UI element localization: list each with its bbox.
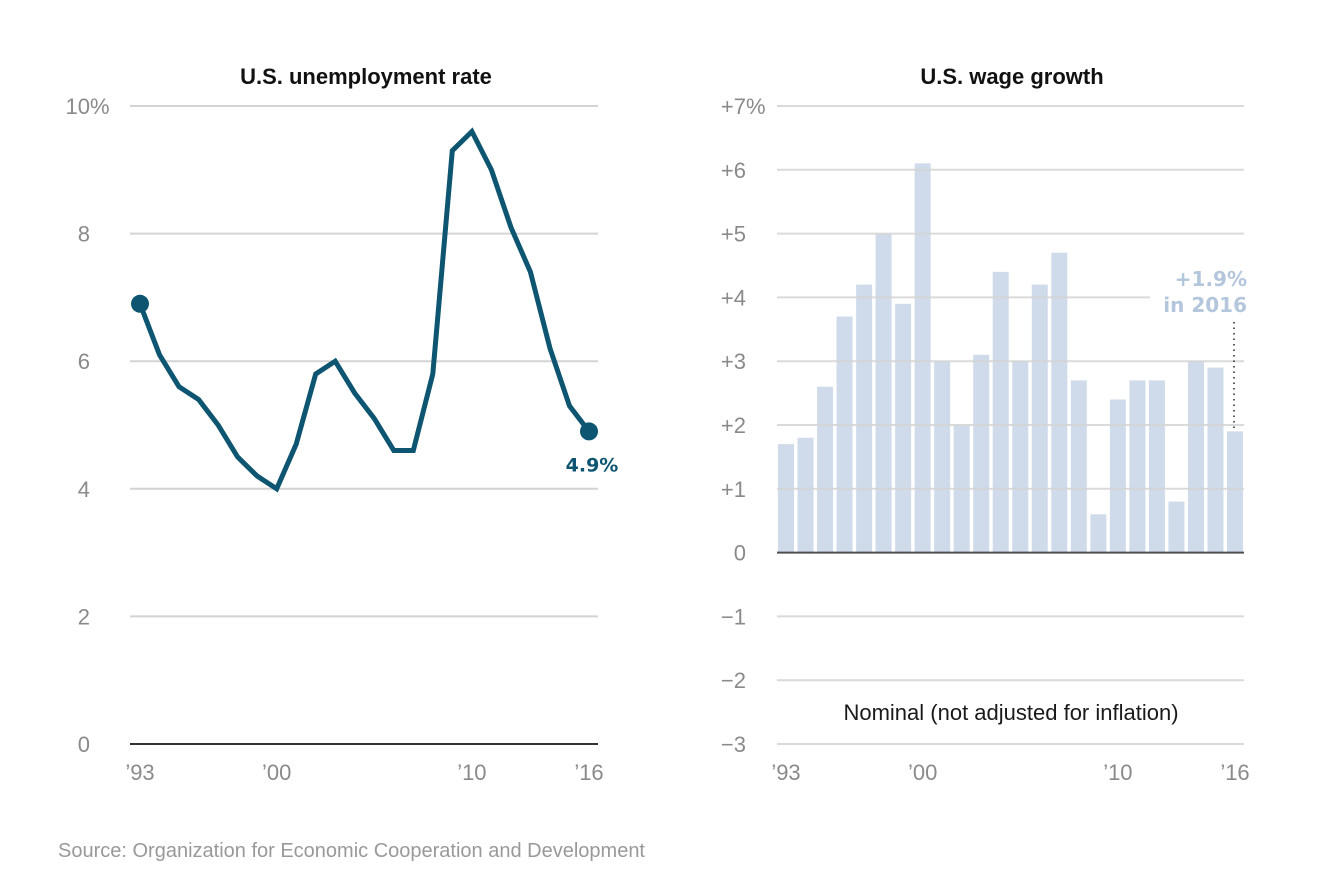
start-point-marker	[131, 294, 149, 313]
wage-bar	[1168, 501, 1185, 553]
wage-bar	[1051, 252, 1068, 553]
wage-bar	[934, 361, 951, 553]
wage-growth-bars	[778, 163, 1243, 553]
wage-bar	[973, 354, 990, 553]
y-tick-suffix: %	[746, 94, 766, 119]
annotation-value: +1.9%	[1175, 267, 1247, 291]
wage-bar	[1109, 399, 1126, 553]
y-tick-label: 4	[78, 477, 90, 502]
unemployment-chart: 10 % 8 6 4 2 0 ’93 ’00 ’10 ’16 U.S. unemployment …	[66, 64, 619, 785]
x-tick-label: ’16	[574, 760, 603, 785]
wage-growth-y-axis: +7 % +6 +5 +4 +3 +2 +1 0 −1 −2 −3	[721, 94, 766, 757]
wage-bar	[778, 444, 794, 553]
unemployment-line	[137, 127, 591, 493]
wage-bar	[875, 233, 892, 553]
wage-bar	[797, 437, 814, 553]
unemployment-x-axis: ’93 ’00 ’10 ’16	[125, 760, 603, 785]
end-point-marker	[580, 422, 598, 441]
unemployment-chart-title: U.S. unemployment rate	[240, 64, 492, 89]
wage-growth-annotation: +1.9%in 2016	[1150, 262, 1250, 429]
wage-bar	[817, 386, 834, 553]
x-tick-label: ’93	[125, 760, 154, 785]
x-tick-label: ’00	[908, 760, 937, 785]
x-tick-label: ’16	[1220, 760, 1249, 785]
y-tick-label: +4	[721, 285, 746, 310]
x-tick-label: ’10	[457, 760, 486, 785]
x-tick-label: ’93	[771, 760, 800, 785]
y-tick-label: +7	[721, 94, 746, 119]
y-tick-label: +6	[721, 158, 746, 183]
wage-bar	[1129, 380, 1146, 553]
wage-bar	[992, 271, 1009, 553]
wage-growth-gridlines	[777, 105, 1244, 745]
x-tick-label: ’10	[1103, 760, 1132, 785]
wage-bar	[1031, 284, 1048, 553]
wage-growth-chart-title: U.S. wage growth	[920, 64, 1103, 89]
y-tick-suffix: %	[90, 94, 110, 119]
y-tick-label: 10	[66, 94, 90, 119]
wage-bar	[856, 284, 873, 553]
unemployment-series	[131, 127, 598, 493]
wage-bar	[914, 163, 931, 553]
nominal-note: Nominal (not adjusted for inflation)	[843, 700, 1178, 725]
y-tick-label: +1	[721, 477, 746, 502]
wage-bar	[1187, 361, 1204, 553]
y-tick-label: 6	[78, 349, 90, 374]
wage-bar	[1070, 380, 1087, 553]
unemployment-y-axis: 10 % 8 6 4 2 0	[66, 94, 110, 757]
unemployment-gridlines	[130, 105, 598, 745]
wage-growth-chart: +7 % +6 +5 +4 +3 +2 +1 0 −1 −2 −3 ’93 ’00 ’10 ’16 +1.9…	[721, 64, 1250, 785]
wage-bar	[1012, 361, 1029, 553]
y-tick-label: 0	[78, 732, 90, 757]
unemployment-latest-label: 4.9%	[566, 454, 619, 476]
wage-bar	[1207, 367, 1224, 553]
wage-bar	[1148, 380, 1165, 553]
y-tick-label: −3	[721, 732, 746, 757]
wage-bar	[1227, 431, 1243, 553]
wage-bar	[895, 303, 912, 553]
y-tick-label: 0	[734, 541, 746, 566]
y-tick-label: −1	[721, 604, 746, 629]
annotation-year: in 2016	[1163, 293, 1247, 317]
y-tick-label: 2	[78, 604, 90, 629]
y-tick-label: 8	[78, 222, 90, 247]
wage-bar	[836, 316, 853, 553]
y-tick-label: −2	[721, 668, 746, 693]
annotation-background	[1150, 262, 1250, 318]
source-note: Source: Organization for Economic Cooper…	[58, 840, 645, 862]
y-tick-label: +5	[721, 222, 746, 247]
wage-bar	[1090, 514, 1107, 553]
y-tick-label: +3	[721, 349, 746, 374]
y-tick-label: +2	[721, 413, 746, 438]
x-tick-label: ’00	[262, 760, 291, 785]
wage-growth-x-axis: ’93 ’00 ’10 ’16	[771, 760, 1249, 785]
